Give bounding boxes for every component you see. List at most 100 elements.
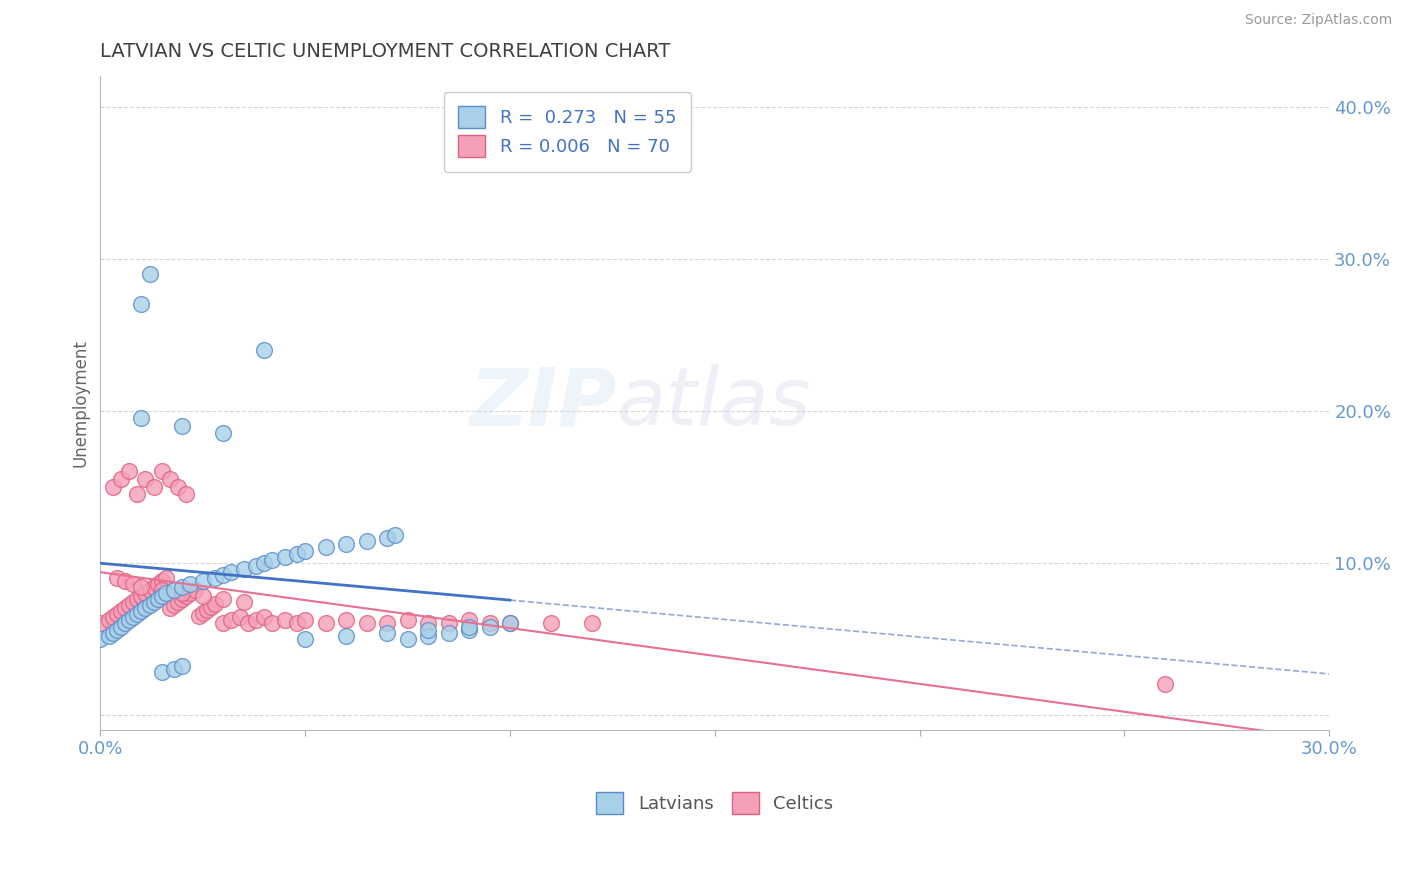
Point [134,586,156,600]
Point [150,465,173,479]
Point [159,472,181,486]
Point [105,607,128,622]
Point [101,625,124,640]
Point [187,608,209,623]
Point [110,604,132,618]
Point [142,595,165,609]
Point [212,567,235,582]
Point [131,604,153,618]
Point [172,592,194,607]
Point [285,547,308,561]
Point [114,616,136,631]
Point [204,571,226,585]
Point [105,623,128,637]
Point [416,629,439,643]
Point [458,623,481,637]
Point [236,616,259,631]
Point [478,619,501,633]
Point [163,599,186,613]
Point [204,597,226,611]
Point [253,610,276,624]
Point [384,528,406,542]
Point [101,480,124,494]
Point [245,558,267,573]
Point [134,601,156,615]
Point [146,577,169,591]
Point [245,614,267,628]
Point [232,595,254,609]
Point [581,616,603,631]
Point [150,589,173,603]
Point [172,659,194,673]
Point [356,616,378,631]
Point [183,582,205,597]
Point [191,574,214,588]
Point [118,465,141,479]
Point [195,603,218,617]
Point [138,267,160,281]
Point [294,614,316,628]
Point [179,586,201,600]
Point [146,592,169,607]
Y-axis label: Unemployment: Unemployment [72,339,89,467]
Point [122,610,145,624]
Point [335,537,357,551]
Point [127,592,149,607]
Point [253,343,276,357]
Point [163,582,186,597]
Point [89,616,111,631]
Point [212,426,235,441]
Text: atlas: atlas [616,364,811,442]
Point [294,632,316,646]
Point [138,599,160,613]
Point [458,614,481,628]
Point [396,632,419,646]
Point [1154,677,1177,691]
Point [315,616,337,631]
Point [458,619,481,633]
Point [127,487,149,501]
Point [200,599,222,614]
Point [273,549,295,564]
Point [356,534,378,549]
Point [375,532,398,546]
Point [253,556,276,570]
Point [478,616,501,631]
Point [155,586,177,600]
Point [191,606,214,620]
Point [110,619,132,633]
Point [122,577,145,591]
Point [150,574,173,588]
Point [131,589,153,603]
Point [221,614,243,628]
Point [114,574,136,588]
Point [101,610,124,624]
Text: ZIP: ZIP [470,364,616,442]
Point [335,614,357,628]
Point [134,472,156,486]
Point [97,629,120,643]
Point [416,616,439,631]
Point [499,616,522,631]
Point [114,601,136,615]
Text: LATVIAN VS CELTIC UNEMPLOYMENT CORRELATION CHART: LATVIAN VS CELTIC UNEMPLOYMENT CORRELATI… [100,42,671,61]
Point [172,580,194,594]
Point [118,599,141,613]
Point [142,480,165,494]
Point [131,580,153,594]
Point [172,418,194,433]
Point [131,297,153,311]
Point [232,562,254,576]
Point [159,601,181,615]
Point [118,614,141,628]
Point [228,610,250,624]
Point [176,487,198,501]
Point [375,625,398,640]
Point [110,472,132,486]
Point [437,616,460,631]
Point [262,616,284,631]
Point [191,589,214,603]
Point [315,541,337,555]
Point [163,662,186,676]
Text: Source: ZipAtlas.com: Source: ZipAtlas.com [1244,13,1392,28]
